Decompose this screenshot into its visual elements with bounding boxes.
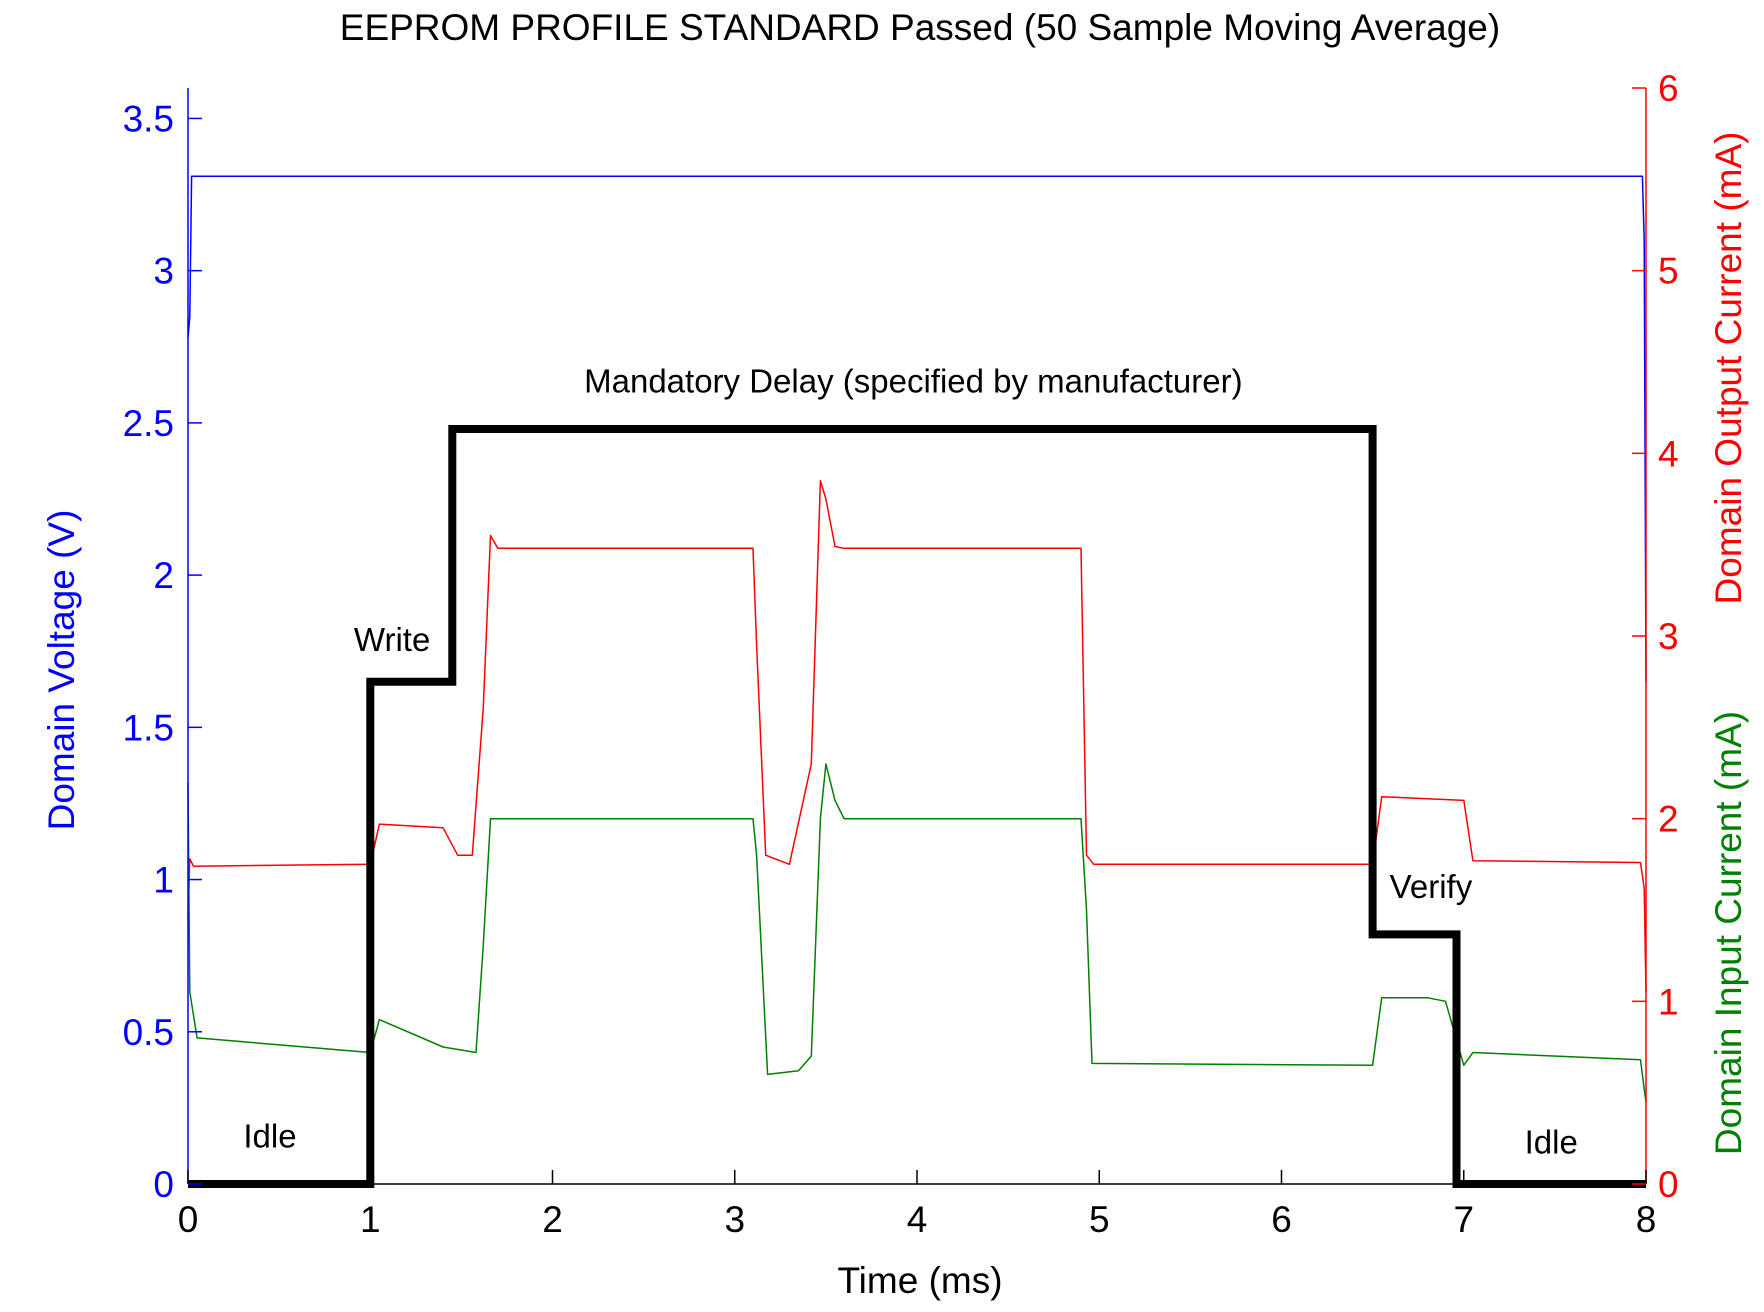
y-left-tick-label: 2.5 <box>123 403 174 444</box>
y-right-tick-label: 1 <box>1658 981 1679 1022</box>
y-right-tick-label: 0 <box>1658 1164 1679 1205</box>
annotation-label: Verify <box>1390 868 1473 905</box>
annotation-label: Mandatory Delay (specified by manufactur… <box>584 362 1242 399</box>
x-tick-label: 3 <box>724 1199 745 1240</box>
x-tick-label: 8 <box>1636 1199 1657 1240</box>
y-right-tick-label: 6 <box>1658 68 1679 109</box>
y-left-tick-label: 3.5 <box>123 98 174 139</box>
y-right-tick-label: 3 <box>1658 616 1679 657</box>
y-axis-label-left: Domain Voltage (V) <box>41 510 82 831</box>
x-tick-label: 6 <box>1271 1199 1292 1240</box>
series-output-current-line <box>187 479 1647 993</box>
x-tick-label: 7 <box>1453 1199 1474 1240</box>
x-axis-label: Time (ms) <box>837 1260 1002 1301</box>
annotations: Idle Write Mandatory Delay (specified by m… <box>243 362 1577 1160</box>
x-tick-label: 2 <box>542 1199 563 1240</box>
y-left-tick-label: 0.5 <box>123 1012 174 1053</box>
y-left-tick-label: 2 <box>153 555 174 596</box>
series-profile-line <box>188 425 1646 1188</box>
y-right-tick-label: 5 <box>1658 251 1679 292</box>
y-left-tick-label: 1 <box>153 860 174 901</box>
x-tick-label: 0 <box>178 1199 199 1240</box>
annotation-label: Idle <box>1525 1124 1578 1161</box>
y-left-tick-label: 3 <box>153 251 174 292</box>
y-right-tick-label: 2 <box>1658 799 1679 840</box>
y-left-tick-label: 0 <box>153 1164 174 1205</box>
annotation-label: Write <box>354 621 430 658</box>
x-tick-label: 4 <box>907 1199 928 1240</box>
y-left-tick-label: 1.5 <box>123 707 174 748</box>
x-tick-label: 5 <box>1089 1199 1110 1240</box>
series-input-current-line <box>187 763 1647 1102</box>
y-axis-label-right-input: Domain Input Current (mA) <box>1708 711 1749 1155</box>
plot-lines <box>187 175 1647 1188</box>
annotation-label: Idle <box>243 1117 296 1154</box>
x-tick-label: 1 <box>360 1199 381 1240</box>
series-voltage-line <box>187 175 1647 682</box>
y-right-tick-label: 4 <box>1658 433 1679 474</box>
chart-title: EEPROM PROFILE STANDARD Passed (50 Sampl… <box>340 7 1500 48</box>
y-axis-label-right-output: Domain Output Current (mA) <box>1708 132 1749 605</box>
